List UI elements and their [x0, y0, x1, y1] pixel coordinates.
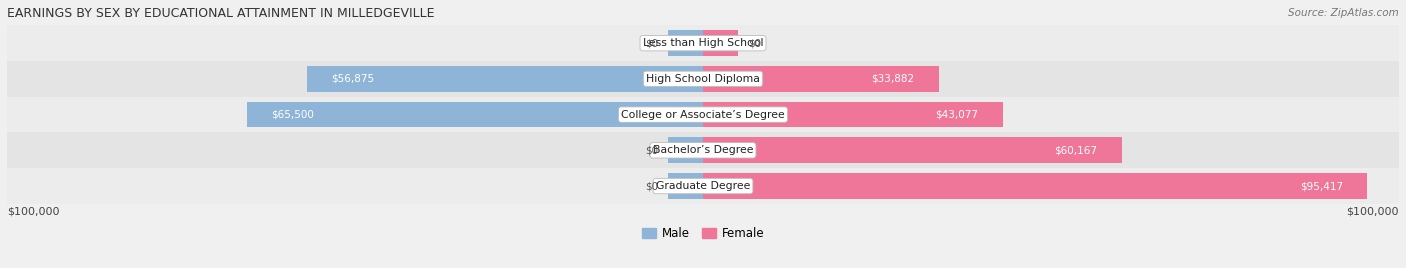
Text: College or Associate’s Degree: College or Associate’s Degree	[621, 110, 785, 120]
Bar	[668, 173, 703, 199]
Text: EARNINGS BY SEX BY EDUCATIONAL ATTAINMENT IN MILLEDGEVILLE: EARNINGS BY SEX BY EDUCATIONAL ATTAINMEN…	[7, 7, 434, 20]
Text: $43,077: $43,077	[935, 110, 979, 120]
Text: $100,000: $100,000	[7, 207, 59, 217]
Text: $0: $0	[748, 38, 762, 48]
Text: Less than High School: Less than High School	[643, 38, 763, 48]
Bar	[307, 66, 703, 92]
Bar	[7, 168, 1399, 204]
Legend: Male, Female: Male, Female	[637, 222, 769, 245]
Bar	[7, 61, 1399, 97]
Text: $0: $0	[644, 145, 658, 155]
Bar	[703, 173, 1367, 199]
Text: $95,417: $95,417	[1299, 181, 1343, 191]
Bar	[247, 102, 703, 128]
Bar	[703, 66, 939, 92]
Bar	[7, 97, 1399, 132]
Bar	[703, 30, 738, 56]
Text: Source: ZipAtlas.com: Source: ZipAtlas.com	[1288, 8, 1399, 18]
Text: $65,500: $65,500	[271, 110, 315, 120]
Bar	[7, 25, 1399, 61]
Bar	[703, 102, 1002, 128]
Text: $56,875: $56,875	[332, 74, 374, 84]
Text: $33,882: $33,882	[872, 74, 914, 84]
Text: High School Diploma: High School Diploma	[647, 74, 759, 84]
Text: $100,000: $100,000	[1347, 207, 1399, 217]
Text: $60,167: $60,167	[1054, 145, 1098, 155]
Text: $0: $0	[644, 38, 658, 48]
Text: $0: $0	[644, 181, 658, 191]
Text: Bachelor’s Degree: Bachelor’s Degree	[652, 145, 754, 155]
Bar	[668, 137, 703, 163]
Bar	[703, 137, 1122, 163]
Text: Graduate Degree: Graduate Degree	[655, 181, 751, 191]
Bar	[668, 30, 703, 56]
Bar	[7, 132, 1399, 168]
